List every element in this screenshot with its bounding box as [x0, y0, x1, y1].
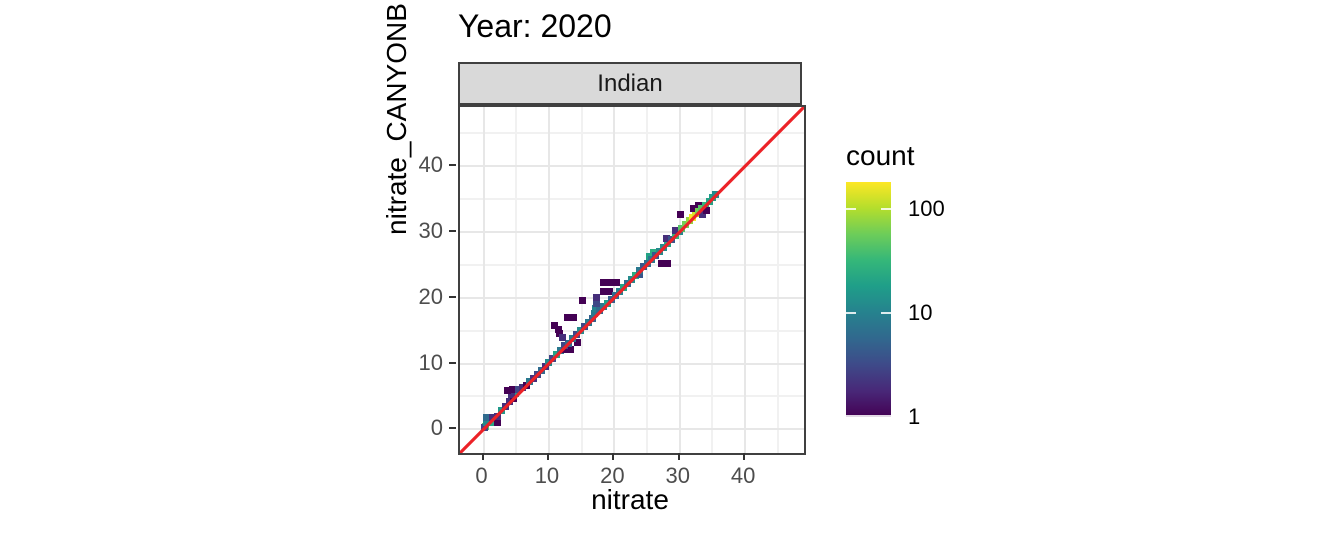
bin2d-cell	[494, 418, 502, 426]
grid-minor-h	[460, 329, 804, 332]
bin2d-cell	[657, 260, 665, 268]
bin2d-cell	[689, 205, 697, 213]
y-tick-label: 30	[418, 217, 443, 243]
bin2d-cell	[483, 413, 491, 421]
bin2d-cell	[554, 326, 562, 334]
bin2d-cell	[563, 313, 571, 321]
bin2d-cell	[591, 304, 599, 312]
y-tick-label: 40	[418, 152, 443, 178]
plot-panel	[458, 105, 806, 455]
bin2d-cell	[514, 385, 522, 393]
y-tick-label: 20	[418, 283, 443, 309]
bin2d-cell	[488, 413, 496, 421]
grid-minor-h	[460, 263, 804, 266]
grid-minor-v	[580, 107, 583, 453]
grid-major-h	[460, 165, 804, 168]
grid-major-v	[744, 107, 747, 453]
bin2d-cell	[612, 279, 620, 287]
y-tick-mark	[449, 229, 456, 232]
legend-tick-label: 1	[908, 404, 921, 429]
bin2d-cell	[599, 279, 607, 287]
y-tick-label: 0	[430, 415, 443, 441]
bin2d-cell	[550, 321, 558, 329]
legend-tick	[846, 415, 891, 417]
x-tick-mark	[546, 453, 549, 460]
bin2d-cell	[507, 390, 515, 398]
legend-tick	[881, 311, 891, 314]
bin2d-cell	[483, 419, 491, 427]
y-tick-mark	[449, 295, 456, 298]
x-tick-label: 0	[475, 463, 488, 488]
bin2d-cell	[574, 338, 582, 346]
y-tick-mark	[449, 361, 456, 364]
bin2d-cell	[593, 294, 601, 302]
bin2d-cell	[579, 296, 587, 304]
x-tick-label: 20	[600, 463, 625, 488]
grid-minor-v	[646, 107, 649, 453]
bin2d-cell	[703, 206, 711, 214]
bin2d-cell	[699, 210, 707, 218]
legend-tick	[846, 311, 856, 314]
bin2d-cell	[503, 387, 511, 394]
y-tick-mark	[449, 427, 456, 430]
legend-tick	[846, 207, 856, 210]
x-tick-label: 40	[730, 463, 756, 488]
bin2d-cell	[509, 386, 517, 394]
bin2d-cell	[518, 383, 526, 391]
bin2d-cell	[672, 226, 680, 234]
plot-title: Year: 2020	[458, 8, 612, 44]
grid-major-v	[547, 107, 550, 453]
x-tick-label: 10	[534, 463, 560, 488]
y-axis-title: nitrate_CANYONB	[381, 3, 412, 235]
facet-strip: Indian	[458, 62, 802, 105]
grid-minor-h	[460, 395, 804, 398]
x-tick-mark	[743, 453, 746, 460]
legend-tick	[881, 207, 891, 210]
legend-colorbar	[846, 182, 891, 417]
bin2d-cell	[570, 313, 578, 321]
legend-title: count	[846, 140, 915, 171]
grid-minor-h	[460, 132, 804, 135]
x-tick-mark	[677, 453, 680, 460]
x-tick-mark	[612, 453, 615, 460]
legend-tick-label: 100	[908, 195, 945, 221]
grid-minor-h	[460, 198, 804, 201]
y-tick-label: 10	[418, 349, 443, 375]
grid-major-h	[460, 362, 804, 365]
bin2d-cell	[663, 260, 671, 268]
bin2d-cell	[676, 211, 684, 219]
bin2d-cell	[592, 299, 600, 307]
bin2d-cell	[567, 345, 575, 353]
x-axis-title: nitrate	[591, 484, 669, 515]
y-tick-mark	[449, 164, 456, 167]
legend-tick-label: 10	[908, 299, 933, 325]
facet-strip-label: Indian	[597, 69, 663, 97]
x-tick-mark	[481, 453, 484, 460]
bin2d-cell	[599, 288, 607, 296]
grid-major-h	[460, 230, 804, 233]
grid-major-v	[482, 107, 485, 453]
bin2d-cell	[605, 288, 613, 296]
bin2d-cell	[663, 235, 671, 243]
grid-minor-v	[515, 107, 518, 453]
identity-line	[460, 107, 804, 453]
x-tick-label: 30	[665, 463, 690, 488]
bin2d-cell	[606, 279, 614, 287]
grid-minor-v	[711, 107, 714, 453]
grid-major-h	[460, 296, 804, 299]
bin2d-cell	[558, 334, 566, 342]
grid-major-h	[460, 428, 804, 431]
grid-minor-v	[776, 107, 779, 453]
grid-major-v	[678, 107, 681, 453]
bin2d-cell	[591, 310, 599, 318]
bin2d-cell	[561, 341, 569, 349]
